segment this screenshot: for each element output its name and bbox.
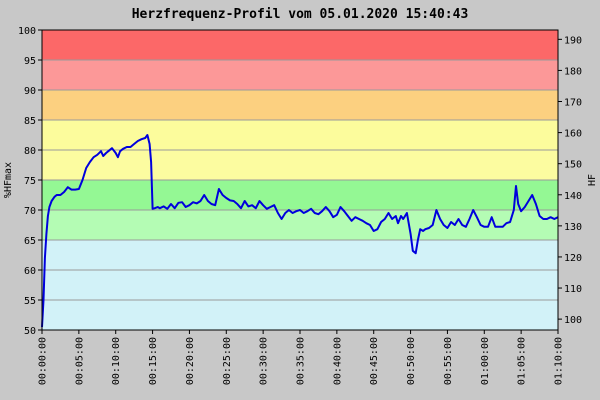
y-tick-label-65: 65 [24, 236, 36, 247]
y-tick-label-95: 95 [24, 56, 36, 67]
y-tick-label-80: 80 [24, 146, 36, 157]
left-axis: 50 55 60 65 70 75 80 85 90 95 100 [18, 26, 42, 337]
zone-band-80-85 [42, 120, 558, 150]
y2-tick-label-180: 180 [564, 66, 582, 77]
zone-band-95-100 [42, 30, 558, 60]
y-tick-label-50: 50 [24, 326, 36, 337]
y-tick-label-85: 85 [24, 116, 36, 127]
zone-band-90-95 [42, 60, 558, 90]
y2-tick-label-140: 140 [564, 191, 582, 202]
zone-band-50-65 [42, 240, 558, 330]
zone-band-85-90 [42, 90, 558, 120]
x-tick-label-55: 00:55:00 [443, 337, 454, 385]
x-tick-label-40: 00:40:00 [332, 337, 343, 385]
y-axis-label: %HFmax [3, 162, 14, 198]
x-tick-label-20: 00:20:00 [185, 337, 196, 385]
y2-tick-label-150: 150 [564, 160, 582, 171]
x-tick-label-15: 00:15:00 [148, 337, 159, 385]
x-tick-label-70: 01:10:00 [554, 337, 565, 385]
x-tick-label-30: 00:30:00 [259, 337, 270, 385]
x-tick-label-0: 00:00:00 [38, 337, 49, 385]
y2-tick-label-160: 160 [564, 129, 582, 140]
zone-band-70-75 [42, 180, 558, 210]
x-tick-label-60: 01:00:00 [480, 337, 491, 385]
x-axis: 00:00:00 00:05:00 00:10:00 00:15:00 00:20:00… [38, 330, 565, 385]
y2-tick-label-190: 190 [564, 35, 582, 46]
y-tick-label-55: 55 [24, 296, 36, 307]
y-tick-label-70: 70 [24, 206, 36, 217]
y-tick-label-100: 100 [18, 26, 36, 37]
y-tick-label-60: 60 [24, 266, 36, 277]
y2-tick-label-130: 130 [564, 222, 582, 233]
y2-tick-label-100: 100 [564, 315, 582, 326]
series-group [41, 134, 559, 328]
right-axis: 100 110 120 130 140 150 160 170 180 190 [558, 35, 582, 326]
y2-tick-label-120: 120 [564, 253, 582, 264]
x-tick-label-35: 00:35:00 [296, 337, 307, 385]
x-tick-label-5: 00:05:00 [74, 337, 85, 385]
y2-axis-label: HF [587, 174, 598, 186]
zone-band-75-80 [42, 150, 558, 180]
x-tick-label-10: 00:10:00 [111, 337, 122, 385]
y-tick-label-75: 75 [24, 176, 36, 187]
y2-tick-label-170: 170 [564, 98, 582, 109]
chart-title: Herzfrequenz-Profil vom 05.01.2020 15:40… [132, 7, 469, 22]
x-tick-label-45: 00:45:00 [369, 337, 380, 385]
y-tick-label-90: 90 [24, 86, 36, 97]
heart-rate-line [41, 134, 559, 328]
x-tick-label-25: 00:25:00 [222, 337, 233, 385]
heart-rate-zones [42, 30, 558, 330]
y2-tick-label-110: 110 [564, 284, 582, 295]
x-tick-label-50: 00:50:00 [406, 337, 417, 385]
x-tick-label-65: 01:05:00 [517, 337, 528, 385]
